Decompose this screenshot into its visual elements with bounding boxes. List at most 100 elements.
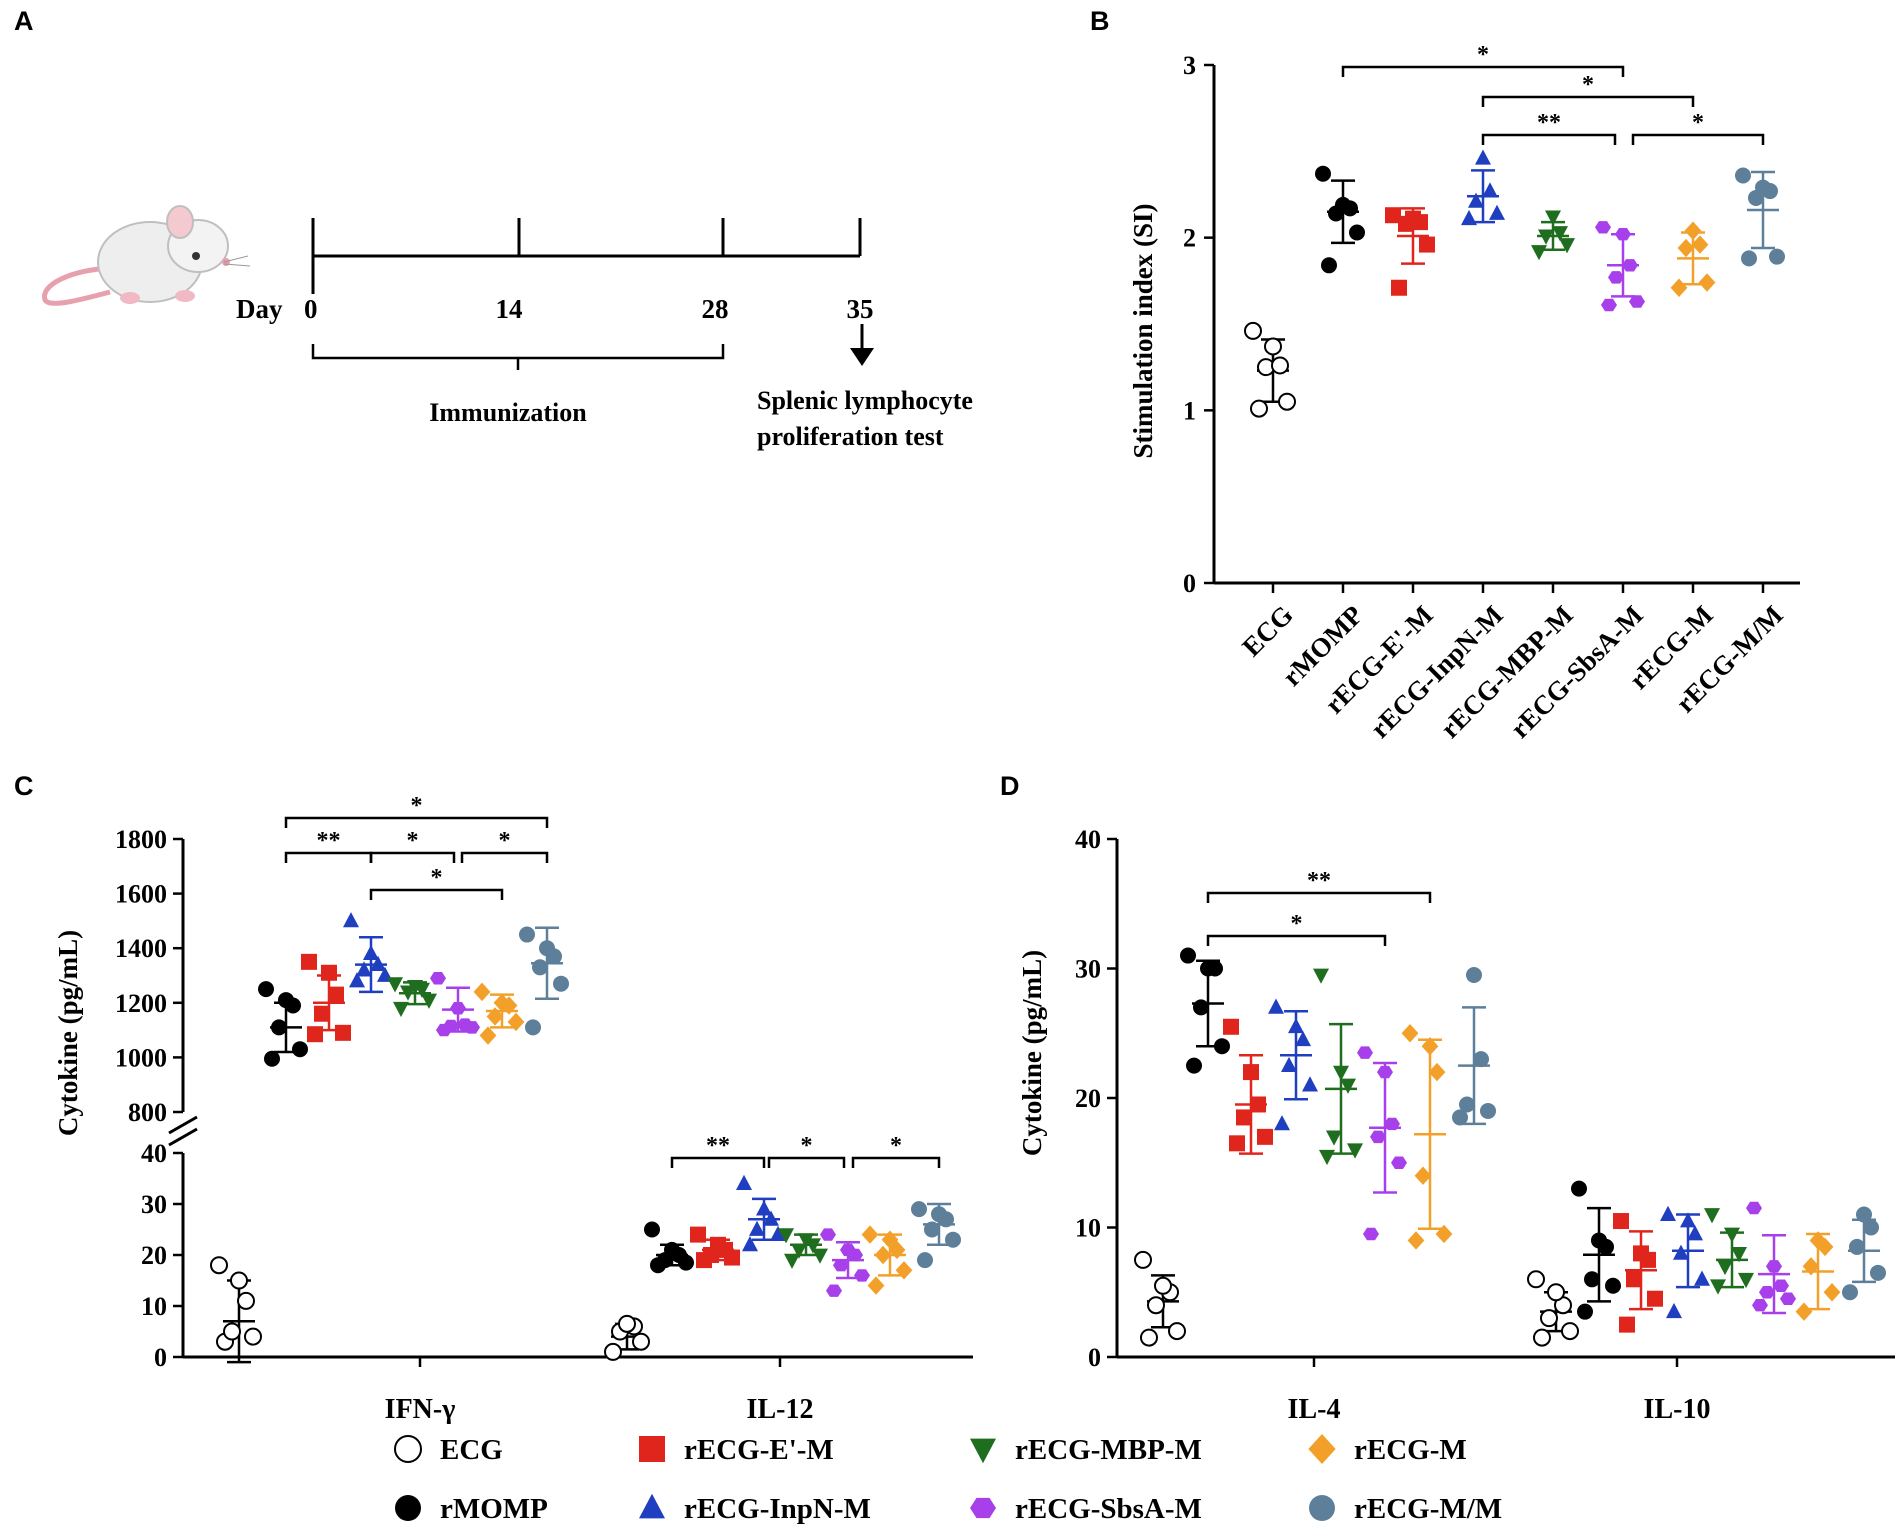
data-point <box>1281 1056 1297 1073</box>
y-tick-label: 40 <box>1075 825 1101 854</box>
sig-bracket-line <box>1206 891 1432 903</box>
panel-d-group-label-il10: IL-10 <box>1644 1394 1711 1425</box>
data-point <box>264 1050 280 1067</box>
data-point <box>349 972 365 988</box>
group-recg-sbsa-m <box>1595 221 1645 312</box>
sig-bracket-line <box>1206 934 1387 946</box>
sig-bracket-line <box>1481 133 1617 145</box>
group-recg-m-m-il-4 <box>1452 966 1496 1126</box>
data-point <box>945 1231 961 1248</box>
data-point <box>784 1253 800 1269</box>
significance-bracket: * <box>1206 911 1387 946</box>
data-point <box>1140 1328 1158 1347</box>
data-point <box>314 1005 330 1022</box>
sig-label: ** <box>706 1133 730 1159</box>
data-point <box>1571 1180 1587 1197</box>
panel-c-group-label-il12: IL-12 <box>747 1394 814 1425</box>
group-recg-mbp-m-il-4 <box>1313 968 1363 1166</box>
data-point <box>1802 1257 1820 1276</box>
sig-label: * <box>1582 72 1594 98</box>
data-point <box>736 1174 752 1190</box>
data-point <box>854 1269 870 1282</box>
data-point <box>1243 1064 1259 1081</box>
group-rmomp-ifn <box>258 981 308 1067</box>
immunization-bracket <box>311 344 725 360</box>
data-point <box>1710 1279 1726 1295</box>
panel-label-b: B <box>1090 6 1110 36</box>
legend-item-recg-sbsa-m: rECG-SbsA-M <box>970 1493 1202 1525</box>
data-point <box>1321 257 1337 274</box>
data-point <box>1223 1018 1239 1035</box>
data-point <box>756 1200 772 1216</box>
group-ecg-il-10 <box>1527 1270 1579 1347</box>
significance-bracket: * <box>460 828 549 863</box>
data-point <box>1691 235 1709 254</box>
significance-bracket: ** <box>284 828 373 863</box>
data-point <box>356 961 372 977</box>
panel-b-chart: Stimulation index (SI) 0123ECGrMOMPrECG-… <box>1128 42 1800 744</box>
sig-label: * <box>407 828 419 854</box>
sig-bracket-line <box>460 851 549 863</box>
data-point <box>278 992 294 1009</box>
data-point <box>1849 1238 1865 1255</box>
data-point <box>1186 1057 1202 1074</box>
group-rmomp-il-10 <box>1571 1180 1621 1320</box>
group-recg-e-m-ifn <box>301 953 351 1043</box>
data-point <box>1647 1290 1663 1307</box>
data-point <box>1482 182 1498 198</box>
group-ecg-il-4 <box>1134 1250 1186 1347</box>
data-point <box>1545 210 1561 226</box>
data-point <box>1766 1260 1782 1273</box>
data-point <box>840 1243 856 1257</box>
sig-bracket-line <box>851 1156 941 1168</box>
significance-bracket: * <box>369 865 504 900</box>
data-point <box>387 977 403 993</box>
group-rmomp <box>1315 165 1365 274</box>
group-recg-m-m-ifn <box>519 926 569 1036</box>
group-recg-m-m-il-10 <box>1842 1206 1886 1301</box>
data-point <box>798 1233 814 1249</box>
data-point <box>1377 1065 1393 1079</box>
y-tick-label: 0 <box>1088 1343 1101 1372</box>
data-point <box>833 1259 849 1272</box>
data-point <box>1385 207 1401 224</box>
data-point <box>421 993 437 1009</box>
y-tick-label: 1200 <box>115 989 167 1018</box>
significance-bracket: ** <box>1206 868 1432 903</box>
data-point <box>1870 1264 1886 1281</box>
data-point <box>363 944 379 961</box>
data-point <box>1561 1322 1579 1341</box>
data-point <box>1154 1276 1172 1295</box>
group-recg-inpn-m-ifn <box>343 912 393 994</box>
y-tick-label: 1600 <box>115 880 167 909</box>
group-recg-sbsa-m-ifn <box>430 972 480 1037</box>
data-point <box>1694 1270 1710 1286</box>
data-point <box>1326 1130 1342 1146</box>
data-point <box>861 1225 879 1244</box>
data-point <box>1193 999 1209 1016</box>
data-point <box>710 1236 726 1253</box>
legend-item-rmomp: rMOMP <box>395 1493 548 1525</box>
panel-label-a: A <box>14 6 34 36</box>
data-point <box>1698 273 1716 292</box>
data-point <box>1229 1135 1245 1152</box>
y-tick-label: 3 <box>1183 51 1196 80</box>
sig-label: * <box>1291 911 1303 937</box>
data-point <box>1391 279 1407 296</box>
data-point <box>321 964 337 981</box>
data-point <box>1370 1130 1386 1144</box>
data-point <box>1608 271 1624 284</box>
data-point <box>223 1322 241 1341</box>
day-28: 28 <box>702 294 729 324</box>
data-point <box>770 1225 786 1241</box>
legend-label-recg-sbsa-m: rECG-SbsA-M <box>1015 1493 1202 1525</box>
data-point <box>664 1241 680 1258</box>
data-point <box>1257 1128 1273 1145</box>
data-point <box>1622 259 1638 272</box>
sig-bracket-line <box>369 888 504 900</box>
sig-bracket-line <box>767 1156 846 1168</box>
data-point <box>791 1243 807 1259</box>
data-point <box>1540 1309 1558 1328</box>
data-point <box>1601 298 1617 312</box>
day-label: Day <box>236 294 283 324</box>
